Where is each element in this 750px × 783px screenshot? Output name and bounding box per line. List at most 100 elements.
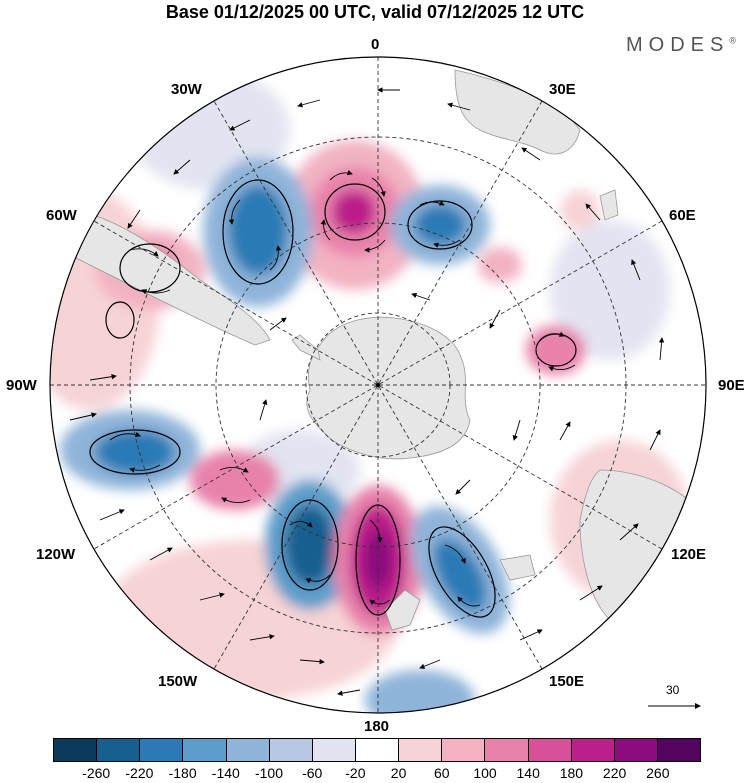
antarctica	[306, 316, 471, 460]
anomaly-pos-far-northeast	[560, 190, 600, 230]
wind-vector	[559, 421, 571, 441]
wind-vector	[631, 259, 641, 281]
colorbar-ticks: -260 -220 -180 -140 -100 -60 -20 20 60 100 140 180 2…	[53, 765, 701, 783]
contour-north-positive	[324, 183, 386, 241]
wind-vector	[419, 659, 441, 669]
wind-vector	[221, 497, 251, 503]
colorbar-swatch	[355, 739, 400, 761]
colorbar-tick-label: -60	[302, 765, 323, 781]
wind-vector	[411, 292, 431, 301]
madagascar	[599, 189, 619, 221]
colorbar-tick-label: 100	[473, 765, 497, 781]
brand-mark: ®	[729, 35, 736, 46]
wind-vector	[419, 200, 445, 206]
wind-vector	[521, 147, 541, 161]
contour-west-low	[105, 301, 135, 339]
wind-vector	[305, 574, 331, 584]
wind-vector	[109, 431, 141, 441]
wind-vector	[447, 102, 471, 111]
colorbar	[53, 738, 701, 762]
colorbar-tick-label: -100	[254, 765, 284, 781]
contour-northwest-negative	[222, 179, 294, 285]
colorbar-tick-label: 140	[516, 765, 540, 781]
colorbar-swatch	[140, 739, 184, 761]
colorbar-swatch	[399, 739, 443, 761]
anomaly-neg-ne-core	[414, 205, 466, 245]
brand-logo: MODES®	[626, 34, 736, 57]
wind-vector	[364, 239, 386, 253]
meridian-120e-60w	[93, 220, 663, 550]
wind-vector	[299, 658, 325, 665]
map-title: Base 01/12/2025 00 UTC, valid 07/12/2025…	[165, 2, 585, 22]
wind-vector	[69, 412, 97, 421]
anomaly-pos-east	[526, 325, 586, 375]
contour-southeast-negative	[428, 526, 496, 618]
wind-vector	[585, 203, 601, 221]
anomaly-pos-southwest	[190, 450, 280, 510]
anomaly-pos-north-core	[332, 190, 376, 234]
wind-vector	[329, 170, 353, 181]
wind-vector	[371, 177, 386, 197]
lon-label-30e: 30E	[549, 81, 576, 98]
wind-vector	[129, 248, 159, 257]
colorbar-swatch	[54, 739, 98, 761]
colorbar-swatch	[571, 739, 615, 761]
wind-vector	[127, 209, 141, 229]
wind-vector	[259, 399, 268, 421]
anomaly-neg-south-core	[285, 505, 335, 585]
lon-label-30w: 30W	[171, 81, 202, 98]
lon-label-0: 0	[371, 36, 380, 53]
wind-vector	[129, 464, 161, 473]
anomaly-pos-northeast	[478, 247, 522, 283]
pole-marker	[376, 383, 380, 387]
colorbar-swatch	[269, 739, 313, 761]
wind-vector	[369, 599, 391, 605]
colorbar-swatch	[657, 739, 701, 761]
wind-vector	[289, 521, 313, 528]
colorbar-tick-label: -260	[82, 765, 111, 781]
contour-south-negative	[281, 499, 339, 591]
contour-west-negative	[89, 429, 181, 475]
colorbar-swatch	[226, 739, 270, 761]
colorbar-tick-label: 260	[646, 765, 670, 781]
wind-vector	[548, 364, 576, 372]
colorbar-tick-label: 180	[559, 765, 584, 781]
colorbar-swatch	[485, 739, 529, 761]
brand-text: MODES	[626, 34, 730, 56]
wind-vector	[269, 317, 287, 331]
wind-vector	[444, 544, 466, 564]
wind-vector	[369, 519, 383, 543]
wind-vector	[649, 429, 661, 451]
lon-label-90e: 90E	[718, 377, 745, 394]
graticule	[50, 57, 706, 713]
wind-vector	[99, 509, 125, 521]
wind-vector	[219, 467, 249, 473]
tasmania	[499, 554, 536, 581]
colorbar-swatch	[614, 739, 658, 761]
lon-label-150w: 150W	[158, 673, 198, 690]
wind-vector	[269, 245, 282, 271]
lon-label-150e: 150E	[549, 673, 585, 690]
colorbar-swatch	[528, 739, 572, 761]
map-boundary	[49, 56, 707, 714]
wind-vector	[89, 374, 117, 381]
wind-vector	[320, 219, 331, 241]
wind-vector	[519, 629, 543, 641]
wind-vector	[229, 119, 251, 131]
anomaly-neg-far-south	[365, 670, 475, 713]
meridian-60e-120w	[93, 220, 663, 550]
wind-vector	[457, 596, 481, 607]
wind-vector	[149, 547, 173, 561]
wind-vector	[619, 523, 639, 541]
lon-label-180: 180	[364, 718, 390, 735]
new-zealand	[384, 589, 421, 631]
colorbar-tick-label: -20	[345, 765, 366, 781]
wind-vector	[141, 289, 171, 295]
wind-vector	[539, 331, 565, 341]
meridian-30e-150w	[213, 100, 543, 670]
anomaly-pos-south-core	[364, 530, 392, 590]
anomaly-blue-light-ne	[550, 220, 670, 360]
wind-vector	[297, 99, 321, 108]
lon-label-90w: 90W	[6, 377, 37, 394]
colorbar-tick-label: 220	[602, 765, 627, 781]
